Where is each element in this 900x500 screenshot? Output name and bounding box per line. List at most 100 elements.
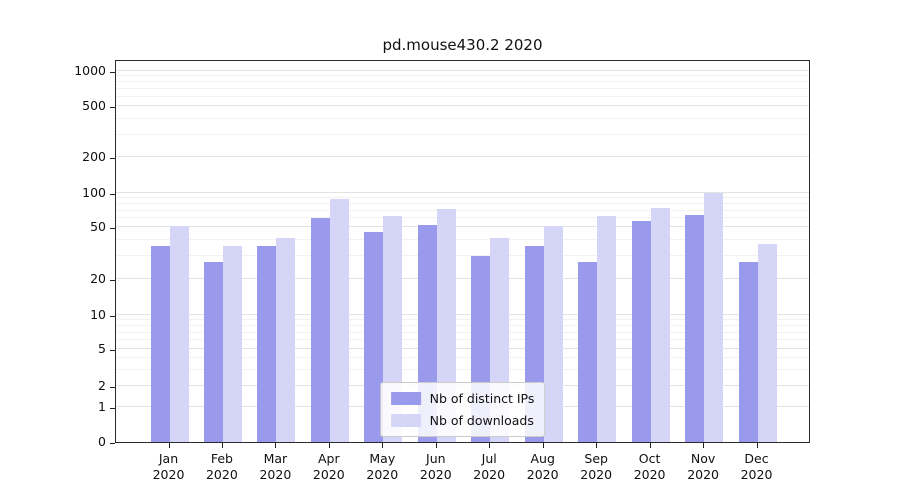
x-tick-label-line: 2020: [740, 467, 773, 482]
bar-distinct-ips: [631, 220, 651, 442]
y-tick-mark: [110, 407, 115, 409]
minor-gridline: [116, 209, 809, 211]
x-tick-label: Jun 2020: [406, 451, 466, 483]
minor-gridline: [116, 197, 809, 199]
bar-distinct-ips: [257, 245, 277, 442]
minor-gridline: [116, 339, 809, 341]
y-tick-mark: [110, 157, 115, 159]
x-tick-label: Dec 2020: [727, 451, 787, 483]
bar-distinct-ips: [364, 231, 384, 442]
x-tick-label-line: Dec: [744, 451, 769, 466]
x-tick-label-line: 2020: [312, 467, 345, 482]
legend-swatch-distinct-ips: [390, 392, 421, 405]
x-tick-label-line: 2020: [366, 467, 399, 482]
x-tick-label-line: May: [369, 451, 396, 466]
bar-downloads: [329, 199, 349, 442]
y-tick-mark: [110, 442, 115, 444]
y-tick-label: 1000: [74, 63, 106, 78]
bar-distinct-ips: [310, 218, 330, 442]
x-tick-mark: [168, 443, 170, 448]
minor-gridline: [116, 357, 809, 358]
x-tick-label-line: Jun: [426, 451, 446, 466]
minor-gridline: [116, 133, 809, 135]
x-tick-mark: [435, 443, 437, 448]
minor-gridline: [116, 75, 809, 77]
major-gridline: [116, 314, 809, 315]
x-tick-label: Feb 2020: [192, 451, 252, 483]
legend-item-distinct-ips: Nb of distinct IPs: [390, 391, 534, 406]
y-tick-mark: [110, 106, 115, 108]
bar-downloads: [276, 238, 296, 442]
bar-distinct-ips: [685, 214, 705, 442]
major-gridline: [116, 278, 809, 279]
x-tick-label-line: Feb: [210, 451, 233, 466]
x-tick-label-line: 2020: [473, 467, 506, 482]
legend-swatch-downloads: [390, 414, 421, 427]
x-tick-label: Oct 2020: [620, 451, 680, 483]
major-gridline: [116, 226, 809, 227]
minor-gridline: [116, 117, 809, 119]
bar-downloads: [222, 245, 242, 442]
x-tick-label-line: Sep: [584, 451, 608, 466]
y-tick-mark: [110, 349, 115, 351]
y-tick-label: 100: [82, 185, 106, 200]
x-tick-label-line: Apr: [317, 451, 340, 466]
bar-downloads: [757, 244, 777, 442]
minor-gridline: [116, 88, 809, 90]
bar-distinct-ips: [578, 262, 598, 442]
minor-gridline: [116, 255, 809, 256]
bar-downloads: [597, 216, 617, 442]
y-tick-label: 20: [90, 271, 106, 286]
minor-gridline: [116, 368, 809, 370]
x-tick-label-line: 2020: [205, 467, 238, 482]
y-tick-mark: [110, 315, 115, 317]
x-tick-label-line: 2020: [152, 467, 185, 482]
y-tick-mark: [110, 386, 115, 388]
y-tick-mark: [110, 279, 115, 281]
major-gridline: [116, 156, 809, 157]
bar-downloads: [169, 226, 189, 442]
chart-title: pd.mouse430.2 2020: [382, 36, 543, 54]
bar-distinct-ips: [203, 262, 223, 442]
x-tick-label: Jan 2020: [139, 451, 199, 483]
y-tick-label: 2: [98, 378, 106, 393]
minor-gridline: [116, 238, 809, 240]
x-tick-mark: [703, 443, 705, 448]
x-tick-label-line: 2020: [580, 467, 613, 482]
minor-gridline: [116, 81, 809, 83]
y-tick-label: 5: [98, 341, 106, 356]
bar-distinct-ips: [150, 245, 170, 442]
bar-downloads: [543, 226, 563, 442]
x-tick-label-line: Nov: [690, 451, 716, 466]
y-tick-mark: [110, 71, 115, 73]
minor-gridline: [116, 202, 809, 204]
x-tick-mark: [221, 443, 223, 448]
x-tick-mark: [756, 443, 758, 448]
legend-label-downloads: Nb of downloads: [429, 413, 534, 428]
y-tick-label: 1: [98, 399, 106, 414]
x-tick-label-line: Mar: [263, 451, 288, 466]
y-tick-mark: [110, 193, 115, 195]
y-tick-label: 0: [98, 434, 106, 449]
x-tick-mark: [382, 443, 384, 448]
bar-distinct-ips: [738, 262, 758, 442]
x-tick-label-line: 2020: [526, 467, 559, 482]
y-tick-mark: [110, 227, 115, 229]
x-tick-mark: [489, 443, 491, 448]
x-tick-label: Nov 2020: [673, 451, 733, 483]
x-tick-label-line: Oct: [638, 451, 661, 466]
x-tick-label-line: 2020: [259, 467, 292, 482]
x-tick-mark: [596, 443, 598, 448]
x-tick-mark: [542, 443, 544, 448]
x-tick-mark: [649, 443, 651, 448]
minor-gridline: [116, 331, 809, 333]
x-tick-label-line: 2020: [633, 467, 666, 482]
legend: Nb of distinct IPs Nb of downloads: [379, 382, 546, 437]
minor-gridline: [116, 324, 809, 326]
bar-downloads: [704, 193, 724, 442]
x-tick-label: Sep 2020: [566, 451, 626, 483]
bar-downloads: [650, 208, 670, 442]
x-tick-label-line: Aug: [530, 451, 555, 466]
y-tick-label: 50: [90, 219, 106, 234]
